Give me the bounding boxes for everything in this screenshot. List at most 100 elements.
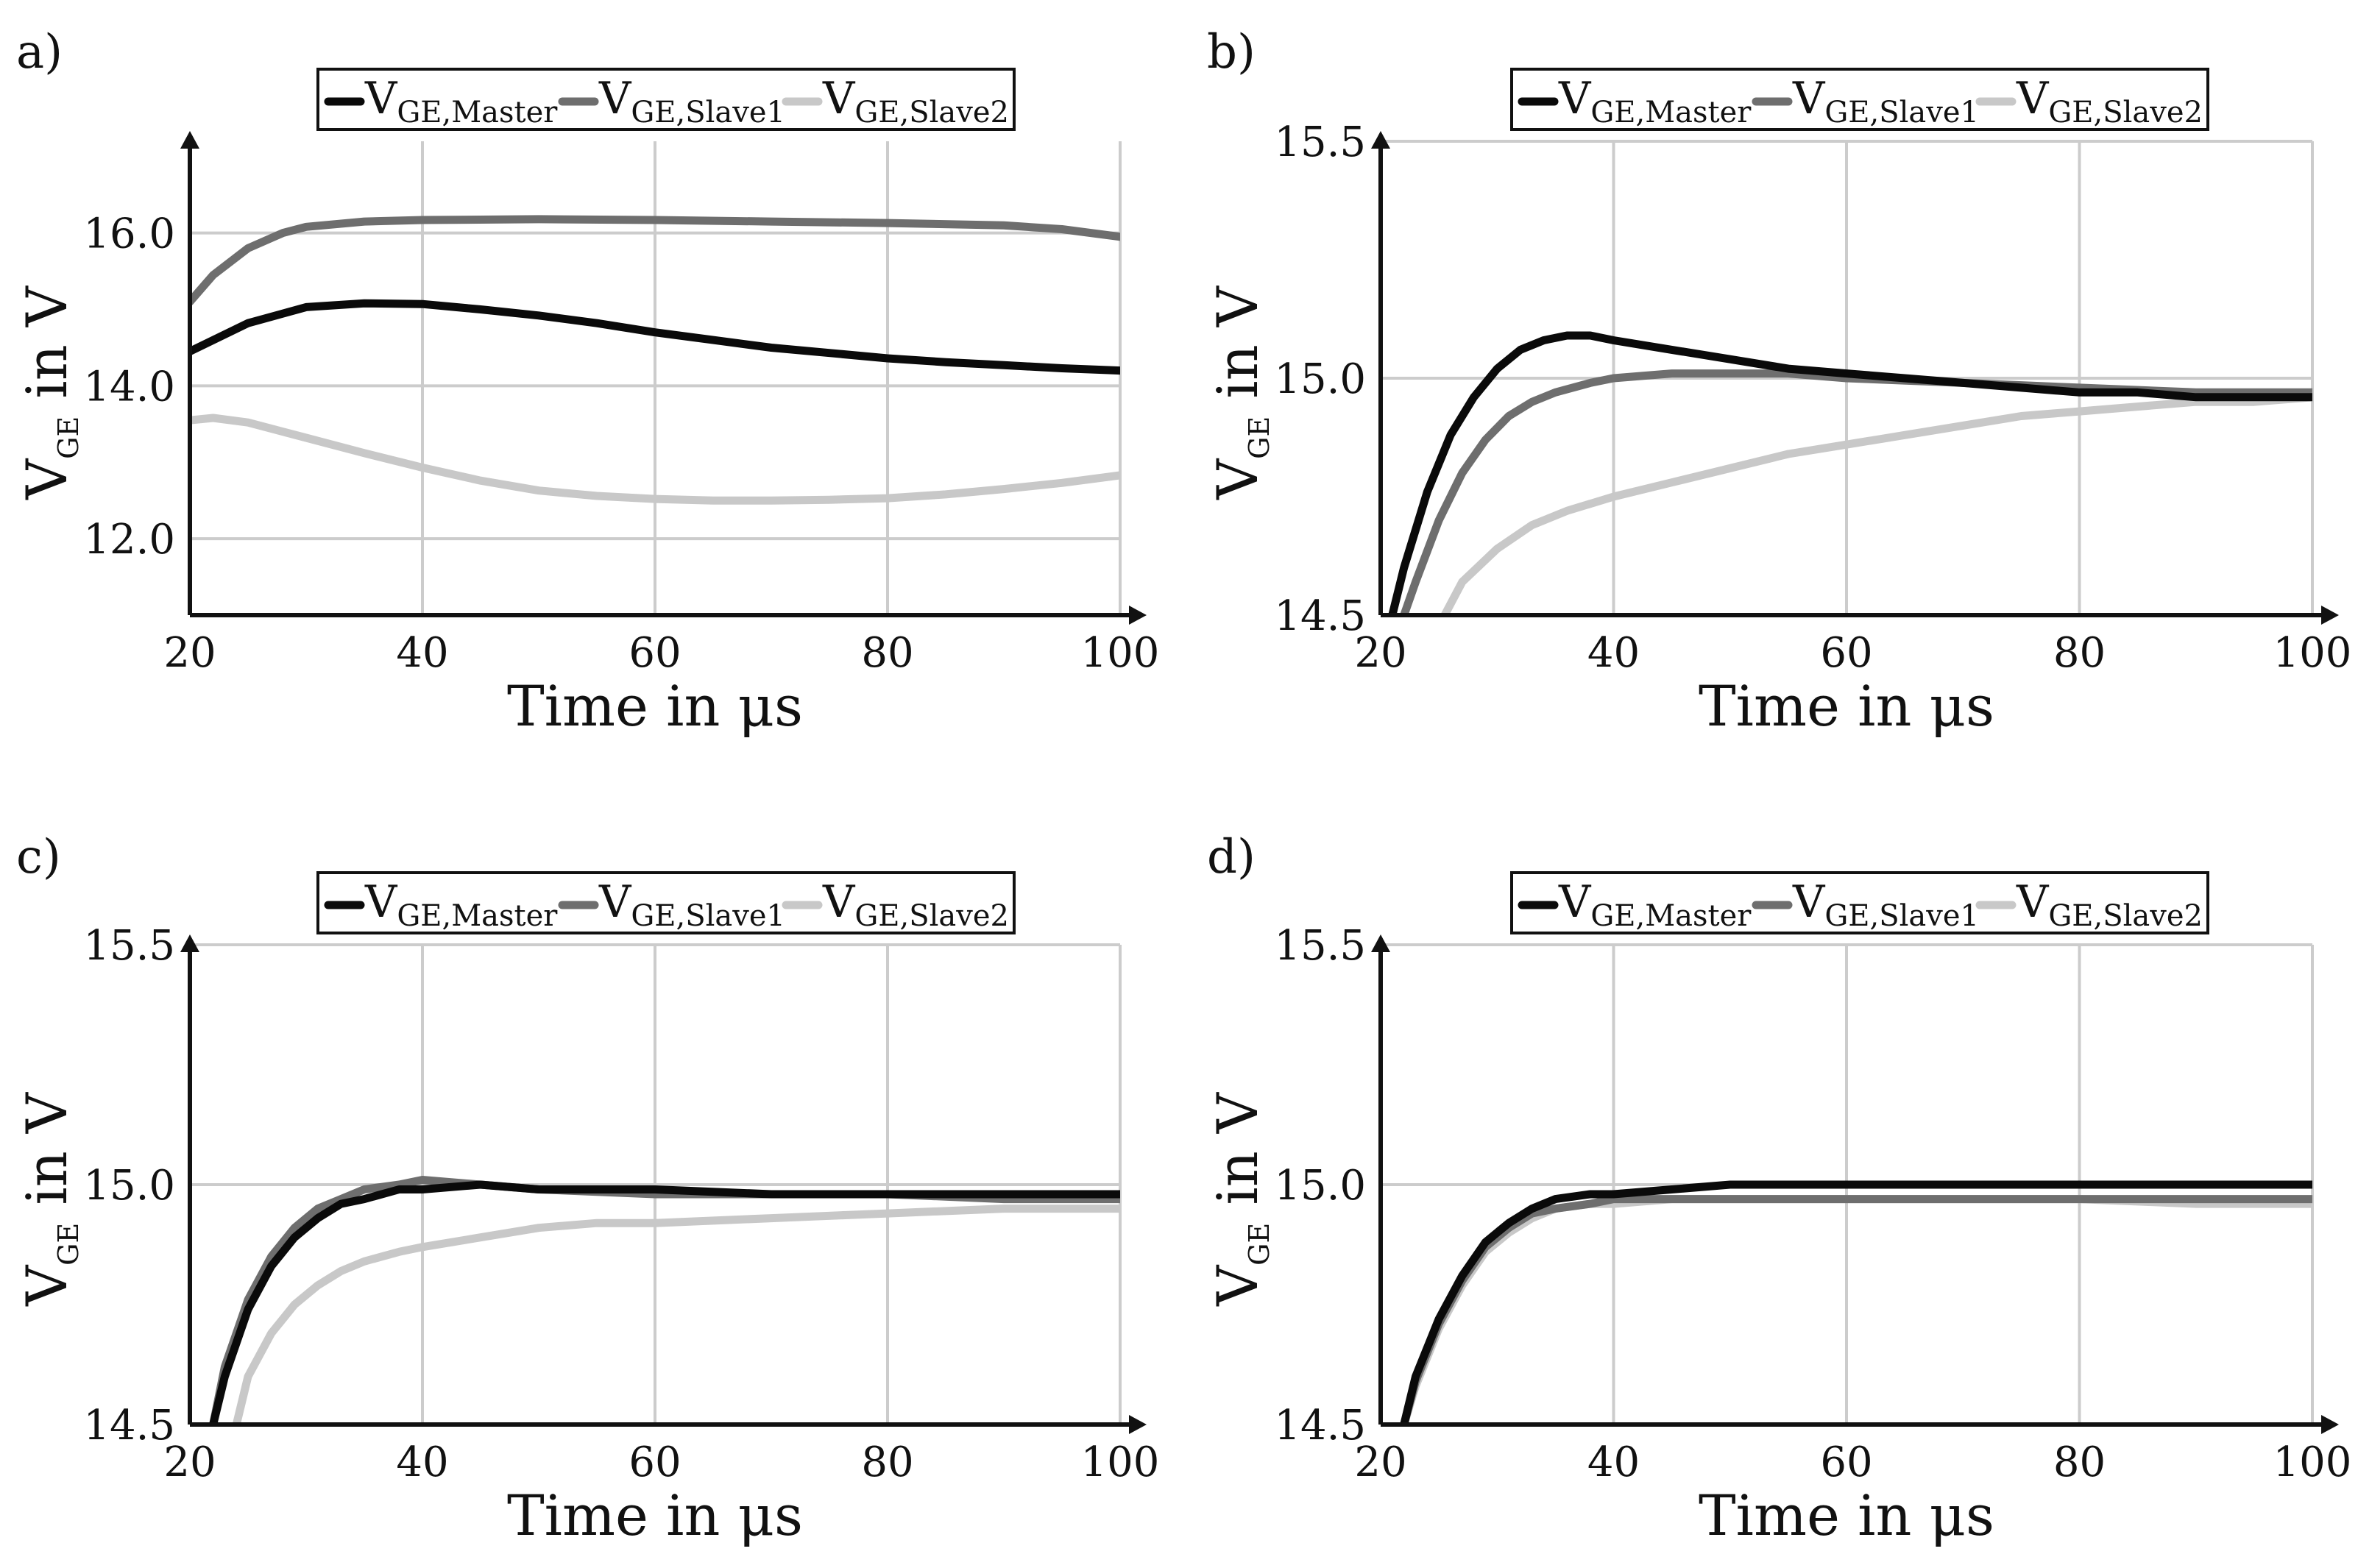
legend-label-main: V [364,73,398,124]
y-tick-label: 15.0 [1274,355,1366,403]
y-tick-label: 15.5 [1274,922,1366,970]
x-tick-label: 20 [1354,1438,1406,1486]
series-line-v-ge-slave1 [1400,369,2312,615]
y-tick-label: 14.5 [1274,592,1366,640]
series-line-v-ge-master [1400,1180,2312,1425]
legend-entry-ge-slave1: VGE,Slave1 [1752,73,1979,130]
legend: VGE,Master VGE,Slave1 VGE,Slave2 [1510,871,2209,934]
legend-label-sub: GE,Master [397,96,558,130]
y-axis-title: VGE in V [1205,285,1275,500]
y-axis-title-main: V [14,1265,79,1307]
legend-label-main: V [598,876,632,928]
legend-label-main: V [822,876,856,928]
legend-entry-ge-master: VGE,Master [1518,876,1752,933]
legend-label-main: V [1792,876,1826,928]
series-line-v-ge-slave2 [190,414,1120,505]
legend-box [316,871,1016,934]
y-tick-label: 15.0 [83,1162,175,1210]
legend-entry-ge-slave2: VGE,Slave2 [782,73,1009,130]
legend-label-main: V [1792,73,1826,124]
panel-c: c) 20 40 60 80 100 14.5 15.0 15.5 Time in μs VGE i… [14,830,1159,1548]
legend-box [1510,871,2209,934]
x-axis-title: Time in μs [507,1483,803,1548]
legend-label-sub: GE,Slave1 [631,96,785,130]
legend-label-sub: GE,Master [1590,96,1752,130]
series-line-v-ge-slave2 [1440,393,2312,615]
x-axis-arrow [2321,1415,2339,1434]
y-axis-arrow [1371,131,1390,149]
legend-entry-ge-slave2: VGE,Slave2 [1975,876,2203,933]
y-axis-title-tail: in V [1205,285,1270,416]
legend-label-sub: GE,Master [1590,899,1752,933]
x-tick-label: 80 [861,629,913,677]
y-axis-title: VGE in V [14,1092,85,1307]
x-tick-label: 100 [2273,629,2352,677]
legend-label: VGE,Master [1558,876,1752,933]
series-line-v-ge-slave1 [1400,1195,2312,1425]
y-axis-title-main: V [14,458,79,500]
y-tick-label: 14.0 [83,363,175,411]
y-axis-arrow [180,131,199,149]
x-tick-label: 20 [163,629,216,677]
legend-label-main: V [1558,73,1592,124]
legend-label: VGE,Master [1558,73,1752,130]
y-axis-title-tail: in V [1205,1092,1270,1223]
legend-label: VGE,Slave1 [1792,876,1979,933]
legend-label: VGE,Slave1 [1792,73,1979,130]
y-tick-label: 14.5 [83,1402,175,1450]
x-tick-label: 40 [396,629,448,677]
legend: VGE,Master VGE,Slave1 VGE,Slave2 [316,871,1016,934]
x-tick-label: 100 [1081,629,1160,677]
legend-entry-ge-master: VGE,Master [1518,73,1752,130]
x-tick-label: 60 [629,629,681,677]
x-tick-label: 100 [1081,1438,1160,1486]
y-tick-label: 14.5 [1274,1402,1366,1450]
legend-label-main: V [1558,876,1592,928]
x-tick-label: 40 [1587,1438,1640,1486]
series-line-v-ge-master [1388,331,2312,615]
legend-label: VGE,Slave2 [822,876,1009,933]
x-axis-title: Time in μs [1699,1483,1994,1548]
y-axis-title: VGE in V [1205,1092,1275,1307]
panel-label: b) [1207,25,1256,79]
legend-label-sub: GE,Master [397,899,558,933]
legend-label: VGE,Slave1 [598,876,785,933]
legend-label-sub: GE,Slave2 [2048,96,2203,130]
panel-label: c) [16,830,61,884]
legend-label-sub: GE,Slave1 [1824,899,1979,933]
legend-label: VGE,Slave2 [822,73,1009,130]
y-tick-label: 15.5 [83,922,175,970]
y-axis-title-tail: in V [14,285,79,416]
y-tick-label: 15.5 [1274,118,1366,166]
legend-label-sub: GE,Slave2 [2048,899,2203,933]
panel-label: d) [1207,830,1256,884]
y-tick-label: 16.0 [83,210,175,258]
legend-label-main: V [2016,876,2050,928]
legend-entry-ge-slave1: VGE,Slave1 [558,73,785,130]
x-tick-label: 80 [861,1438,913,1486]
y-axis-title-sub: GE [1243,1223,1275,1266]
series-line-v-ge-slave1 [209,1176,1120,1425]
y-axis-title-sub: GE [52,416,85,459]
y-tick-label: 12.0 [83,516,175,564]
y-axis-arrow [1371,934,1390,952]
x-axis-arrow [2321,606,2339,625]
x-tick-label: 60 [1820,629,1872,677]
x-tick-label: 20 [163,1438,216,1486]
x-axis-title: Time in μs [507,673,803,739]
series-line-v-ge-master [209,1180,1120,1425]
x-axis-arrow [1129,1415,1147,1434]
series-line-v-ge-master [190,299,1120,375]
legend-label-sub: GE,Slave2 [854,899,1009,933]
x-tick-label: 20 [1354,629,1406,677]
legend-entry-ge-slave1: VGE,Slave1 [1752,876,1979,933]
legend: VGE,Master VGE,Slave1 VGE,Slave2 [316,68,1016,131]
legend-entry-ge-master: VGE,Master [324,876,558,933]
y-axis-title-sub: GE [52,1223,85,1266]
x-axis-arrow [1129,606,1147,625]
legend-box [1510,68,2209,131]
x-tick-label: 60 [629,1438,681,1486]
x-tick-label: 40 [396,1438,448,1486]
